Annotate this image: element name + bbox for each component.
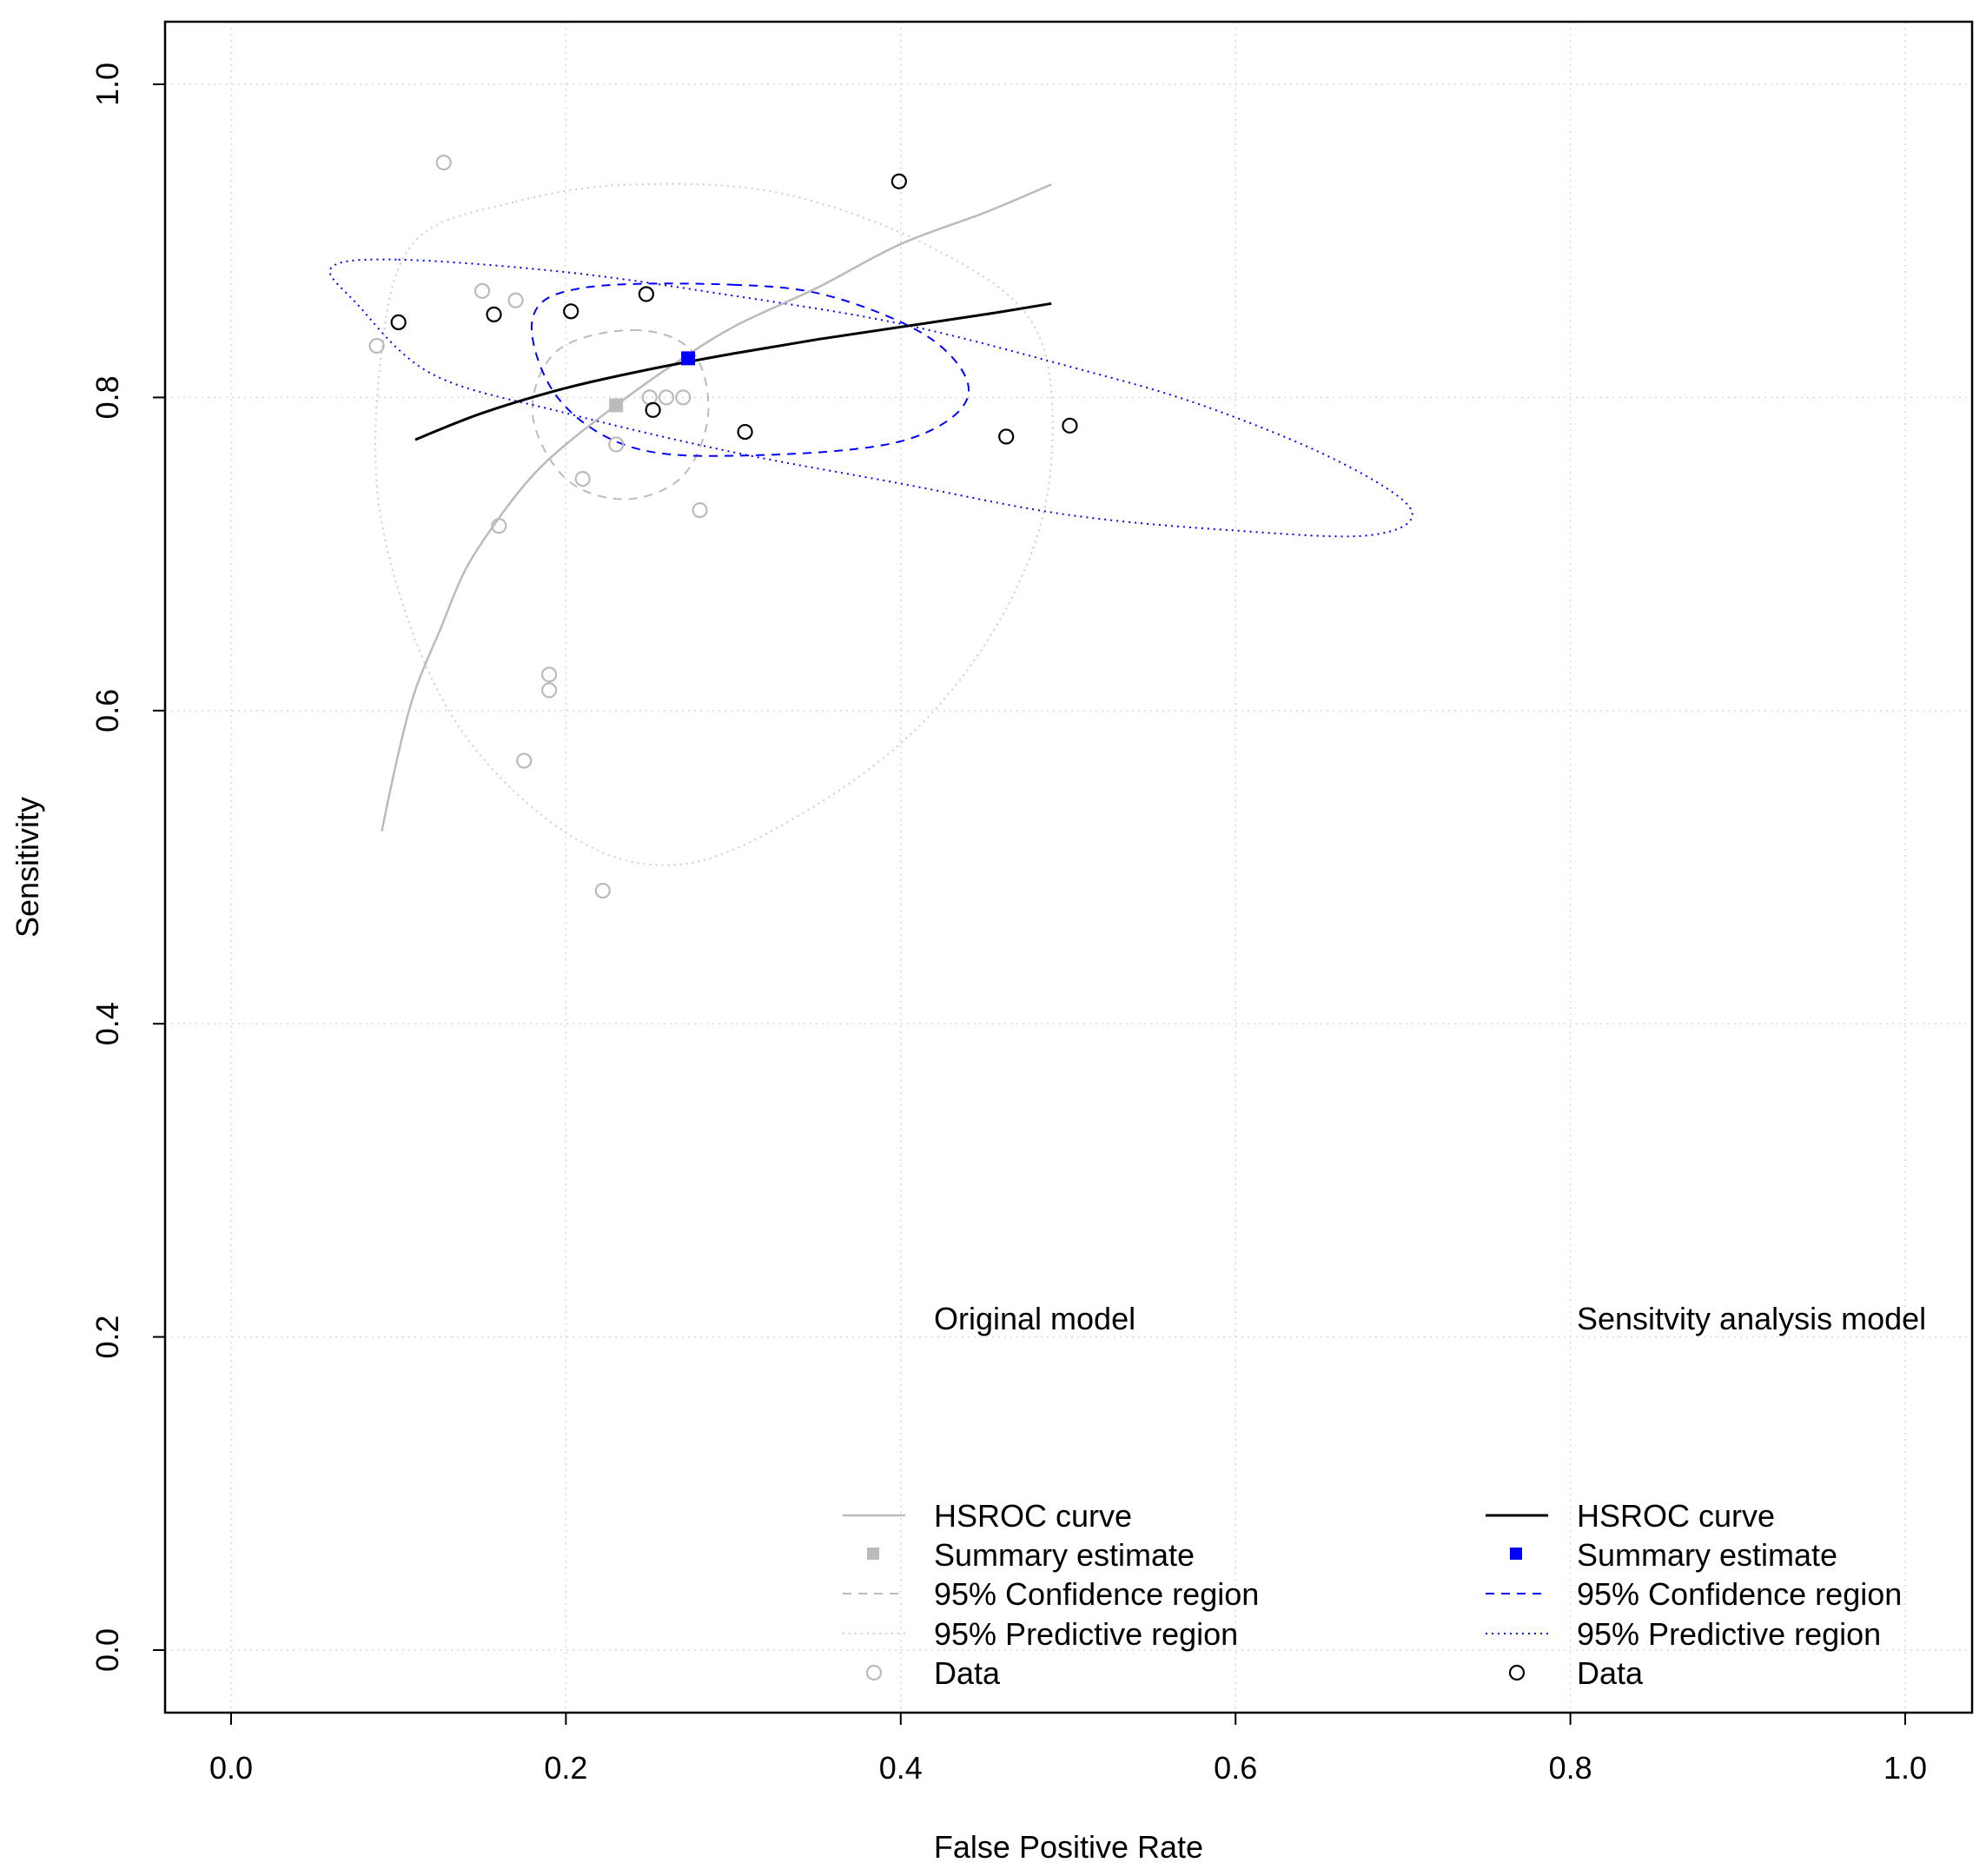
original-summary-estimate xyxy=(609,398,624,413)
original-predictive-region xyxy=(374,182,1054,866)
legend-original-title: Original model xyxy=(934,1301,1135,1336)
y-tick-label: 0.6 xyxy=(89,689,125,733)
plot-box xyxy=(163,20,1974,1714)
legend-original-summary-swatch xyxy=(867,1548,879,1560)
legend-original-data-swatch xyxy=(865,1664,883,1681)
x-tick-label: 0.8 xyxy=(1549,1750,1592,1786)
original-data-point xyxy=(473,282,491,299)
sensitivity-data-point xyxy=(737,423,753,441)
sensitivity-predictive-region xyxy=(328,258,1413,538)
y-tick-label: 0.4 xyxy=(89,1002,125,1045)
sensitivity-hsroc-curve xyxy=(414,302,1052,441)
original-confidence-region xyxy=(531,328,710,500)
hsroc-curves xyxy=(381,183,1052,832)
sensitivity-data-point xyxy=(890,173,907,189)
legend-original-summary-label: Summary estimate xyxy=(934,1537,1195,1573)
x-tick-label: 0.6 xyxy=(1214,1750,1257,1786)
y-tick-label: 1.0 xyxy=(89,63,125,106)
data-points xyxy=(368,155,1078,899)
original-data-point xyxy=(491,518,507,534)
y-tick-label: 0.2 xyxy=(89,1316,125,1359)
original-hsroc-curve xyxy=(381,183,1052,832)
x-axis: 0.0 0.2 0.4 0.6 0.8 1.0 xyxy=(209,1713,1927,1786)
legend-sensitivity-hsroc-label: HSROC curve xyxy=(1577,1498,1775,1534)
y-tick-label: 0.8 xyxy=(89,375,125,419)
original-data-point xyxy=(541,682,558,699)
legend-original: Original model HSROC curve Summary estim… xyxy=(843,1301,1259,1691)
sensitivity-data-point xyxy=(1062,417,1078,434)
x-tick-label: 0.4 xyxy=(879,1750,923,1786)
legend-sensitivity-predictive-label: 95% Predictive region xyxy=(1577,1616,1881,1652)
sensitivity-data-point xyxy=(638,286,654,302)
sensitivity-summary-estimate xyxy=(681,351,696,366)
original-data-point xyxy=(608,436,625,453)
original-data-point xyxy=(574,471,591,487)
legend-sensitivity-summary-swatch xyxy=(1510,1548,1522,1560)
legend-original-confidence-label: 95% Confidence region xyxy=(934,1576,1259,1612)
x-axis-title: False Positive Rate xyxy=(934,1829,1203,1865)
original-data-point xyxy=(507,292,524,308)
sensitivity-data-point xyxy=(998,428,1015,445)
legend-sensitivity-summary-label: Summary estimate xyxy=(1577,1537,1837,1573)
original-data-point xyxy=(692,502,708,519)
sensitivity-data-point xyxy=(390,314,407,331)
original-data-point xyxy=(516,752,533,769)
y-axis-title: Sensitivity xyxy=(10,797,45,938)
original-data-point xyxy=(541,666,558,683)
original-data-point xyxy=(658,389,675,406)
original-data-point xyxy=(435,155,452,171)
legend-sensitivity-data-swatch xyxy=(1508,1664,1526,1681)
sensitivity-data-point xyxy=(645,401,661,418)
legend-sensitivity-confidence-label: 95% Confidence region xyxy=(1577,1576,1902,1612)
y-tick-label: 0.0 xyxy=(89,1628,125,1672)
y-axis: 0.0 0.2 0.4 0.6 0.8 1.0 xyxy=(89,63,165,1672)
legend-sensitivity-data-label: Data xyxy=(1577,1655,1644,1691)
legend-original-predictive-label: 95% Predictive region xyxy=(934,1616,1238,1652)
original-data-point xyxy=(594,882,611,899)
sensitivity-data-point xyxy=(486,306,502,322)
grid xyxy=(165,22,1972,1713)
legend-original-data-label: Data xyxy=(934,1655,1001,1691)
legend-sensitivity-title: Sensitvity analysis model xyxy=(1577,1301,1926,1336)
x-tick-label: 0.0 xyxy=(209,1750,253,1786)
legend-original-hsroc-label: HSROC curve xyxy=(934,1498,1132,1534)
original-data-point xyxy=(675,389,692,406)
sensitivity-data-point xyxy=(563,303,579,320)
original-data-point xyxy=(368,337,385,355)
legend-sensitivity: Sensitvity analysis model HSROC curve Su… xyxy=(1486,1301,1926,1691)
x-tick-label: 1.0 xyxy=(1883,1750,1927,1786)
x-tick-label: 0.2 xyxy=(544,1750,587,1786)
